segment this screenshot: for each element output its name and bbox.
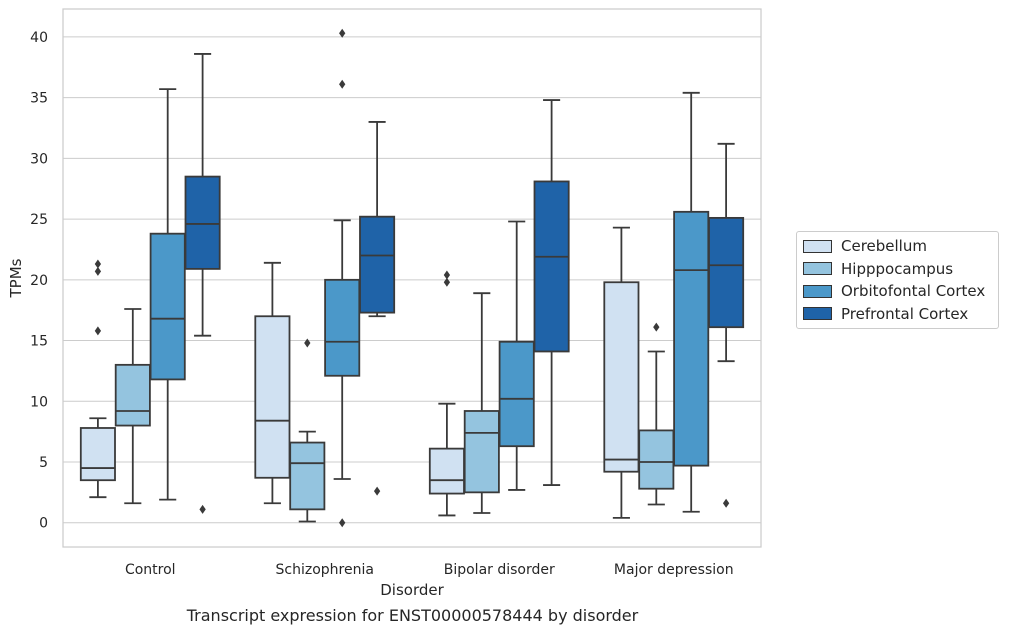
box-group — [603, 226, 640, 519]
legend-swatch — [803, 262, 832, 276]
box-group — [184, 53, 221, 514]
plot-border — [62, 8, 762, 548]
outlier-point — [199, 504, 206, 514]
x-axis-ticks: Control Schizophrenia Bipolar disorder Majo… — [125, 562, 734, 578]
box — [324, 278, 361, 377]
box-group — [428, 270, 465, 517]
legend-swatch — [803, 307, 832, 321]
box-group — [498, 220, 535, 491]
box — [533, 180, 570, 353]
y-tick-label: 35 — [30, 91, 48, 107]
legend-item: Cerebellum — [797, 235, 998, 258]
box-group — [533, 99, 570, 486]
box-group — [673, 91, 710, 513]
legend-label: Orbitofontal Cortex — [841, 282, 986, 301]
legend-item: Orbitofontal Cortex — [797, 280, 998, 303]
y-tick-label: 5 — [39, 455, 48, 471]
legend: Cerebellum Hipppocampus Orbitofontal Corte… — [796, 231, 999, 329]
y-tick-label: 25 — [30, 212, 48, 228]
x-axis-label: Disorder — [380, 581, 444, 599]
outlier-point — [304, 338, 311, 348]
y-tick-label: 30 — [30, 151, 48, 167]
box-group — [359, 121, 396, 496]
box-group — [463, 292, 500, 514]
x-tick-label: Schizophrenia — [276, 562, 374, 578]
box — [114, 363, 151, 427]
box — [79, 427, 116, 482]
outlier-point — [339, 518, 346, 528]
box-group — [149, 88, 186, 501]
box — [708, 216, 745, 329]
y-tick-label: 20 — [30, 273, 48, 289]
box-group — [638, 322, 675, 506]
box — [638, 429, 675, 490]
legend-label: Cerebellum — [841, 237, 927, 256]
y-tick-label: 10 — [30, 394, 48, 410]
box-group — [708, 142, 745, 508]
box — [603, 281, 640, 473]
box — [463, 410, 500, 494]
outlier-point — [94, 266, 102, 276]
outlier-point — [94, 326, 102, 336]
box-group — [79, 259, 116, 499]
y-tick-label: 40 — [30, 30, 48, 46]
y-axis-label: TPMs — [7, 258, 25, 298]
outlier-point — [722, 498, 730, 508]
legend-label: Prefrontal Cortex — [841, 304, 969, 323]
box-group — [289, 338, 326, 523]
box-group — [114, 308, 151, 505]
legend-label: Hipppocampus — [841, 259, 954, 278]
plot-frame — [62, 8, 762, 548]
box — [149, 232, 186, 381]
y-axis-ticks: 0 5 10 15 20 25 30 35 40 — [30, 30, 48, 532]
y-tick-label: 0 — [39, 516, 48, 532]
outlier-point — [443, 277, 451, 287]
box — [498, 340, 535, 448]
outlier-point — [94, 259, 102, 269]
outlier-point — [339, 79, 346, 89]
outlier-point — [443, 270, 451, 280]
box — [673, 210, 710, 467]
box — [289, 441, 326, 511]
box — [184, 175, 221, 270]
box-group — [324, 28, 361, 528]
box — [254, 315, 291, 479]
legend-item: Prefrontal Cortex — [797, 303, 998, 326]
legend-swatch — [803, 284, 832, 298]
outlier-point — [339, 28, 346, 38]
y-tick-label: 15 — [30, 334, 48, 350]
x-tick-label: Bipolar disorder — [444, 562, 555, 578]
x-tick-label: Major depression — [614, 562, 734, 578]
legend-item: Hipppocampus — [797, 258, 998, 281]
outlier-point — [653, 322, 660, 332]
box-group — [254, 261, 291, 505]
outlier-point — [373, 486, 381, 496]
chart-caption: Transcript expression for ENST0000057844… — [186, 606, 639, 625]
x-tick-label: Control — [125, 562, 176, 578]
box — [428, 447, 465, 495]
boxes — [79, 28, 745, 528]
legend-swatch — [803, 239, 832, 253]
box — [359, 215, 396, 314]
